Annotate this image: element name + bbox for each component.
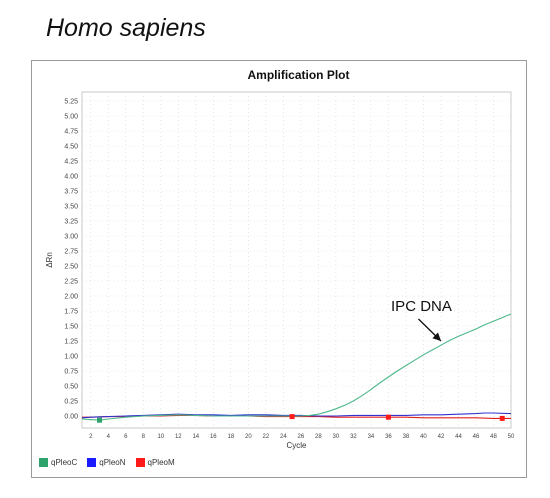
marker-qpleom	[385, 414, 391, 420]
y-tick-label: 2.25	[64, 279, 78, 286]
x-tick-label: 10	[157, 434, 164, 440]
marker-qpleom	[499, 415, 505, 421]
legend-item-qpleom: qPleoM	[135, 458, 175, 467]
x-tick-label: 40	[420, 434, 427, 440]
y-tick-label: 1.50	[64, 324, 78, 331]
x-tick-label: 2	[89, 434, 93, 440]
y-tick-label: 2.50	[64, 264, 78, 271]
legend-swatch	[39, 458, 48, 467]
x-tick-label: 50	[508, 434, 515, 440]
annotation-arrow-head	[432, 332, 441, 341]
y-tick-label: 0.50	[64, 384, 78, 391]
y-tick-label: 3.25	[64, 219, 78, 226]
y-tick-label: 3.50	[64, 204, 78, 211]
series-line-qpleon	[81, 412, 512, 419]
x-tick-label: 26	[298, 434, 305, 440]
marker-qpleoc	[97, 417, 103, 423]
legend-label: qPleoM	[147, 458, 175, 467]
x-tick-label: 18	[227, 434, 234, 440]
legend-swatch	[87, 458, 97, 467]
y-tick-label: 3.00	[64, 234, 78, 241]
y-tick-label: 1.00	[64, 354, 78, 361]
x-tick-label: 20	[245, 434, 252, 440]
series-line-qpleoc	[81, 313, 512, 421]
x-tick-label: 32	[350, 434, 357, 440]
y-tick-label: 4.50	[64, 144, 78, 151]
y-tick-label: 1.75	[64, 309, 78, 316]
plot-area	[81, 91, 512, 429]
y-tick-label: 0.25	[64, 399, 78, 406]
legend: qPleoC qPleoN qPleoM	[39, 458, 175, 467]
x-tick-label: 46	[473, 434, 480, 440]
x-tick-label: 16	[210, 434, 217, 440]
y-tick-label: 0.00	[64, 414, 78, 421]
y-tick-label: 4.00	[64, 174, 78, 181]
legend-label: qPleoC	[51, 458, 78, 467]
x-tick-label: 30	[333, 434, 340, 440]
x-tick-label: 4	[107, 434, 111, 440]
chart-title: Amplification Plot	[248, 68, 350, 82]
x-tick-label: 8	[142, 434, 146, 440]
x-tick-label: 44	[455, 434, 462, 440]
x-tick-label: 42	[438, 434, 445, 440]
x-tick-label: 24	[280, 434, 287, 440]
y-tick-label: 4.75	[64, 129, 78, 136]
x-tick-label: 14	[192, 434, 199, 440]
y-tick-label: 3.75	[64, 189, 78, 196]
legend-swatch	[135, 458, 145, 467]
legend-item-qpleoc: qPleoC	[39, 458, 77, 467]
x-axis-label: Cycle	[286, 441, 307, 450]
y-tick-label: 2.75	[64, 249, 78, 256]
x-tick-label: 12	[175, 434, 182, 440]
x-tick-label: 6	[124, 434, 128, 440]
x-tick-label: 34	[368, 434, 375, 440]
annotation-label: IPC DNA	[391, 298, 452, 315]
y-tick-label: 2.00	[64, 294, 78, 301]
y-tick-label: 0.75	[64, 369, 78, 376]
x-tick-label: 36	[385, 434, 392, 440]
legend-label: qPleoN	[99, 458, 126, 467]
x-tick-label: 38	[403, 434, 410, 440]
y-axis-label: ΔRn	[45, 252, 54, 268]
y-tick-label: 1.25	[64, 339, 78, 346]
x-tick-label: 22	[263, 434, 270, 440]
x-tick-label: 48	[490, 434, 497, 440]
page-title: Homo sapiens	[46, 14, 206, 42]
y-tick-label: 5.25	[64, 99, 78, 106]
legend-item-qpleon: qPleoN	[87, 458, 126, 467]
marker-qpleom	[289, 414, 295, 420]
x-tick-label: 28	[315, 434, 322, 440]
y-tick-label: 5.00	[64, 114, 78, 121]
y-tick-label: 4.25	[64, 159, 78, 166]
